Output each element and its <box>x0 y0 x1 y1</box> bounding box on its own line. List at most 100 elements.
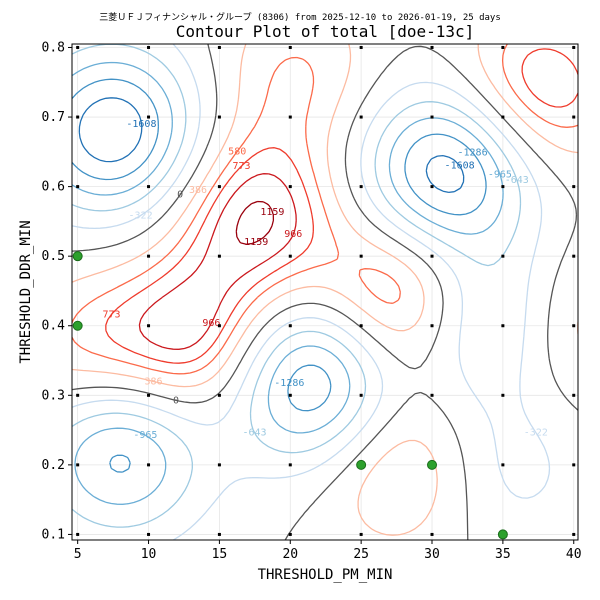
y-tick-label-6: 0.7 <box>42 110 65 125</box>
grid-sample-point-26 <box>288 393 292 397</box>
contour-level-10 <box>138 173 297 350</box>
grid-sample-point-16 <box>217 532 221 536</box>
contour-label-1-1: -1608 <box>126 119 156 130</box>
grid-sample-point-24 <box>288 532 292 536</box>
grid-sample-point-6 <box>76 115 80 119</box>
x-tick-label-1: 10 <box>141 547 157 562</box>
grid-sample-point-10 <box>147 393 151 397</box>
grid-sample-point-20 <box>217 254 221 258</box>
grid-sample-point-61 <box>572 185 576 189</box>
grid-sample-point-19 <box>217 324 221 328</box>
grid-sample-point-43 <box>430 324 434 328</box>
y-tick-label-4: 0.5 <box>42 249 65 264</box>
grid-sample-point-30 <box>288 115 292 119</box>
contour-label-10-0: 966 <box>202 318 220 329</box>
y-tick-label-7: 0.8 <box>42 40 65 55</box>
contour-level-8 <box>72 44 578 375</box>
grid-sample-point-15 <box>147 45 151 49</box>
grid-sample-point-59 <box>572 324 576 328</box>
contour-level-4 <box>72 44 522 528</box>
x-tick-label-3: 20 <box>282 547 298 562</box>
grid-sample-point-13 <box>147 185 151 189</box>
grid-sample-point-63 <box>572 45 576 49</box>
grid-sample-point-50 <box>501 393 505 397</box>
grid-sample-point-12 <box>147 254 151 258</box>
design-point-2 <box>356 459 367 470</box>
grid-sample-point-53 <box>501 185 505 189</box>
chart-title: Contour Plot of total [doe-13c] <box>176 22 475 41</box>
grid-sample-point-0 <box>76 532 80 536</box>
x-tick-label-0: 5 <box>74 547 82 562</box>
contour-level-7 <box>72 44 578 536</box>
grid-sample-point-58 <box>572 393 576 397</box>
grid-sample-point-27 <box>288 324 292 328</box>
grid-sample-point-44 <box>430 254 434 258</box>
contour-label-3-1: -965 <box>488 169 512 180</box>
grid-sample-point-35 <box>359 324 363 328</box>
y-tick-label-3: 0.4 <box>42 319 66 334</box>
grid-sample-point-22 <box>217 115 221 119</box>
contour-level-1 <box>78 97 465 194</box>
grid-sample-point-2 <box>76 393 80 397</box>
grid-sample-point-54 <box>501 115 505 119</box>
contour-label-2-1: -1286 <box>457 148 487 159</box>
contour-label-7-1: 386 <box>189 185 207 196</box>
grid-sample-point-21 <box>217 185 221 189</box>
grid-sample-point-23 <box>217 45 221 49</box>
grid-sample-point-28 <box>288 254 292 258</box>
grid-sample-point-31 <box>288 45 292 49</box>
contour-label-11-1: 1159 <box>260 207 284 218</box>
contour-label-1-0: -1608 <box>445 161 475 172</box>
x-tick-label-6: 35 <box>495 547 511 562</box>
contour-level-2 <box>72 78 487 473</box>
grid-sample-point-5 <box>76 185 80 189</box>
grid-sample-point-36 <box>359 254 363 258</box>
grid-sample-point-49 <box>501 463 505 467</box>
design-point-0 <box>72 251 83 262</box>
grid-sample-point-47 <box>430 45 434 49</box>
x-tick-label-4: 25 <box>353 547 369 562</box>
design-point-1 <box>72 320 83 331</box>
grid-sample-point-37 <box>359 185 363 189</box>
grid-sample-point-39 <box>359 45 363 49</box>
contour-label-5-0: -322 <box>524 428 548 439</box>
grid-sample-point-42 <box>430 393 434 397</box>
grid-sample-point-9 <box>147 463 151 467</box>
contour-label-11-0: 1159 <box>244 237 268 248</box>
grid-sample-point-56 <box>572 532 576 536</box>
grid-sample-point-25 <box>288 463 292 467</box>
grid-sample-point-8 <box>147 532 151 536</box>
contour-label-9-1: 773 <box>232 161 250 172</box>
grid-sample-point-34 <box>359 393 363 397</box>
grid-sample-point-18 <box>217 393 221 397</box>
grid-sample-point-45 <box>430 185 434 189</box>
contour-label-8-1: 580 <box>228 146 246 157</box>
x-axis: 5 10 15 20 25 30 35 40 <box>74 540 582 562</box>
contour-label-9-0: 773 <box>102 309 120 320</box>
contour-label-10-1: 966 <box>284 229 302 240</box>
plot-area: -1608-1608-1286-1286-965-965-643-643-322… <box>72 44 578 540</box>
grid-sample-point-40 <box>430 532 434 536</box>
contour-label-5-1: -322 <box>129 211 153 222</box>
y-tick-label-5: 0.6 <box>42 180 65 195</box>
grid-sample-point-52 <box>501 254 505 258</box>
grid-sample-point-32 <box>359 532 363 536</box>
y-axis-label: THRESHOLD_DDR_MIN <box>18 220 34 363</box>
contour-label-6-1: 0 <box>177 190 183 201</box>
contour-level-3 <box>72 61 504 505</box>
contour-label-3-0: -965 <box>133 430 157 441</box>
grid-sample-point-46 <box>430 115 434 119</box>
x-tick-label-5: 30 <box>424 547 440 562</box>
grid-sample-point-38 <box>359 115 363 119</box>
contour-label-2-0: -1286 <box>274 378 304 389</box>
design-point-4 <box>497 529 508 540</box>
y-tick-label-0: 0.1 <box>42 527 65 542</box>
grid-sample-point-17 <box>217 463 221 467</box>
contour-level-5 <box>72 44 551 540</box>
grid-sample-point-62 <box>572 115 576 119</box>
grid-sample-point-60 <box>572 254 576 258</box>
chart-suptitle: 三菱ＵＦＪフィナンシャル・グループ (8306) from 2025-12-10… <box>99 11 501 23</box>
contour-label-7-0: 386 <box>144 376 162 387</box>
grid-sample-point-29 <box>288 185 292 189</box>
y-tick-label-2: 0.3 <box>42 388 65 403</box>
